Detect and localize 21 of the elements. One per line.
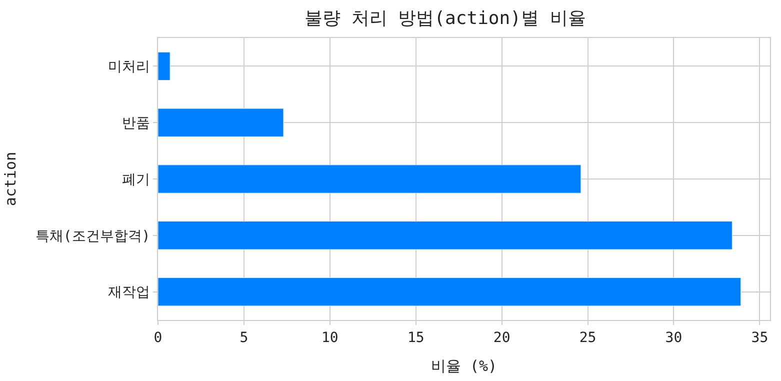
x-tick-label: 20 <box>493 330 510 346</box>
x-tick-label: 0 <box>154 330 162 346</box>
bar <box>158 221 732 250</box>
x-tick-label: 10 <box>321 330 338 346</box>
y-tick-label: 폐기 <box>122 172 150 188</box>
x-tick-label: 15 <box>407 330 424 346</box>
x-axis-title: 비율 (%) <box>430 356 498 375</box>
x-tick-label: 30 <box>665 330 682 346</box>
x-tick-label: 35 <box>751 330 768 346</box>
chart-title: 불량 처리 방법(action)별 비율 <box>304 8 586 30</box>
y-tick-label: 반품 <box>122 116 150 132</box>
bar <box>158 108 284 137</box>
x-tick-label: 5 <box>240 330 248 346</box>
y-tick-label: 재작업 <box>108 284 150 301</box>
y-tick-label: 미처리 <box>108 59 150 76</box>
bar <box>158 277 742 306</box>
x-tick-label: 25 <box>579 330 596 346</box>
y-axis-title: action <box>2 152 20 206</box>
bar <box>158 164 582 194</box>
bar <box>158 52 170 81</box>
y-tick-label: 특채(조건부합격) <box>35 228 150 244</box>
